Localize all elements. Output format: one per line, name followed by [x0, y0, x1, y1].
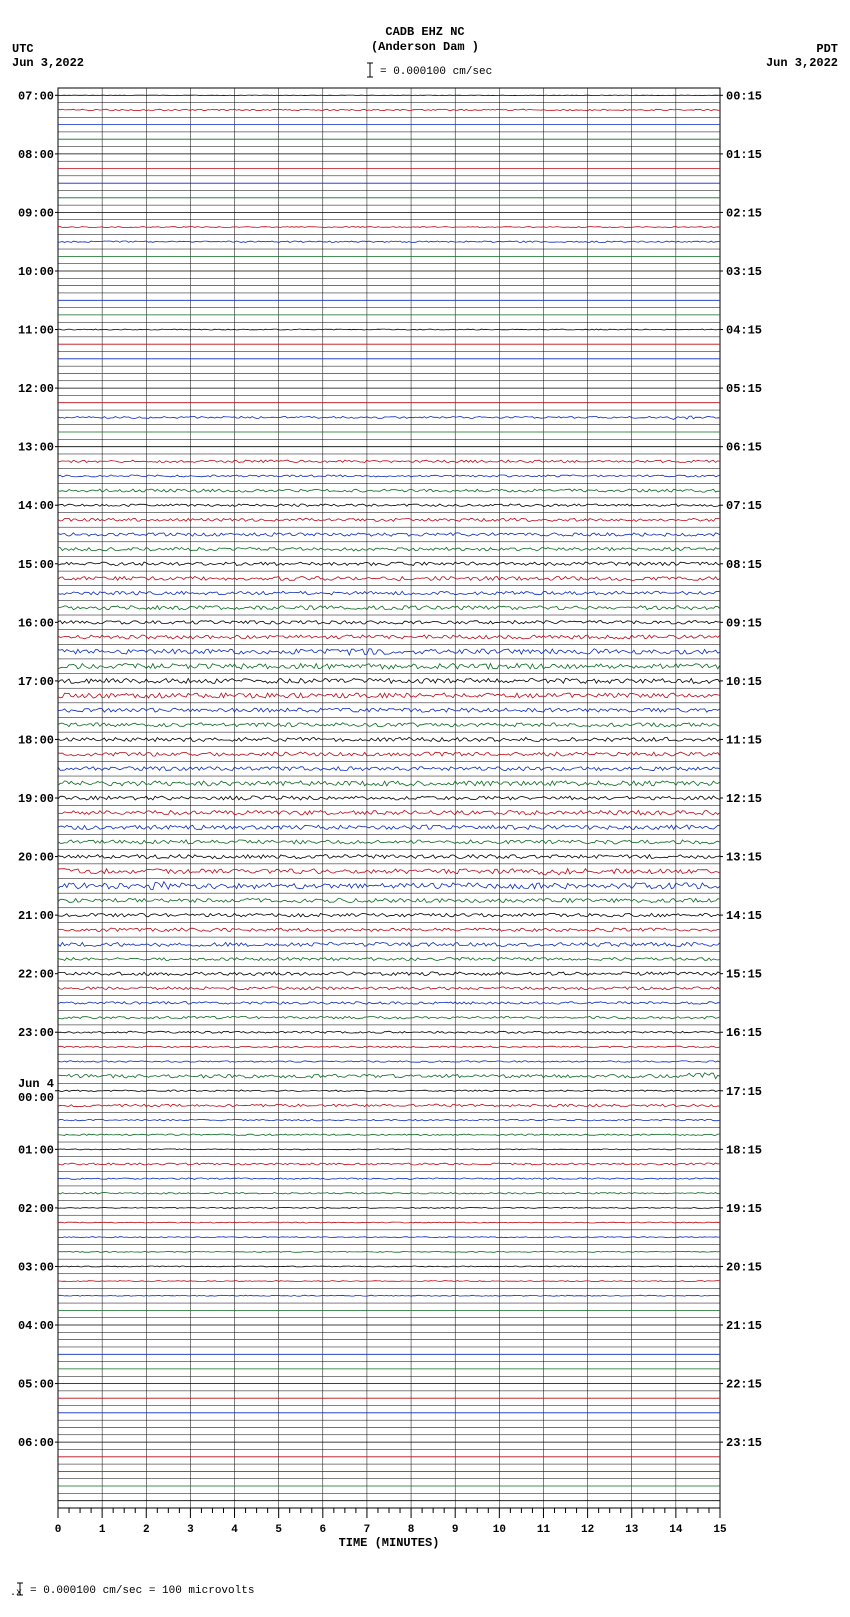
right-hour-label: 04:15: [726, 324, 762, 338]
x-tick-label: 8: [408, 1524, 415, 1536]
right-hour-label: 05:15: [726, 382, 762, 396]
left-hour-label: 02:00: [18, 1202, 54, 1216]
seismogram-container: CADB EHZ NC(Anderson Dam ) = 0.000100 cm/…: [0, 0, 850, 1617]
svg-text:.x: .x: [10, 1588, 22, 1599]
left-hour-label: 14:00: [18, 499, 54, 513]
left-hour-label: 18:00: [18, 733, 54, 747]
right-hour-label: 18:15: [726, 1143, 762, 1157]
right-tz: PDT: [816, 42, 838, 56]
x-tick-label: 15: [713, 1524, 727, 1536]
left-hour-label: 21:00: [18, 909, 54, 923]
x-tick-label: 4: [231, 1524, 238, 1536]
left-hour-label: 01:00: [18, 1143, 54, 1157]
left-tz: UTC: [12, 42, 34, 56]
left-hour-label: 16:00: [18, 616, 54, 630]
x-tick-label: 0: [55, 1524, 62, 1536]
right-hour-label: 23:15: [726, 1436, 762, 1450]
right-hour-label: 13:15: [726, 851, 762, 865]
left-date: Jun 3,2022: [12, 56, 84, 70]
x-axis-label: TIME (MINUTES): [339, 1536, 440, 1550]
x-tick-label: 2: [143, 1524, 150, 1536]
right-hour-label: 01:15: [726, 148, 762, 162]
right-hour-label: 03:15: [726, 265, 762, 279]
right-hour-label: 15:15: [726, 968, 762, 982]
left-hour-label: Jun 4: [18, 1077, 54, 1091]
left-hour-label: 08:00: [18, 148, 54, 162]
left-hour-label: 09:00: [18, 206, 54, 220]
right-hour-label: 06:15: [726, 441, 762, 455]
left-hour-label: 22:00: [18, 968, 54, 982]
x-tick-label: 7: [364, 1524, 371, 1536]
x-tick-label: 3: [187, 1524, 194, 1536]
right-hour-label: 21:15: [726, 1319, 762, 1333]
right-date: Jun 3,2022: [766, 56, 838, 70]
left-hour-label: 17:00: [18, 675, 54, 689]
x-tick-label: 14: [669, 1524, 683, 1536]
right-hour-label: 10:15: [726, 675, 762, 689]
x-tick-label: 13: [625, 1524, 639, 1536]
left-hour-label: 10:00: [18, 265, 54, 279]
x-tick-label: 1: [99, 1524, 106, 1536]
title-line2: (Anderson Dam ): [371, 40, 479, 54]
x-tick-label: 12: [581, 1524, 594, 1536]
x-tick-label: 10: [493, 1524, 506, 1536]
left-hour-label: 06:00: [18, 1436, 54, 1450]
left-hour-label: 13:00: [18, 441, 54, 455]
left-hour-label: 05:00: [18, 1378, 54, 1392]
left-hour-label: 20:00: [18, 851, 54, 865]
left-hour-label: 19:00: [18, 792, 54, 806]
scale-note: = 0.000100 cm/sec: [380, 66, 492, 78]
right-hour-label: 19:15: [726, 1202, 762, 1216]
right-hour-label: 02:15: [726, 206, 762, 220]
seismogram-svg: CADB EHZ NC(Anderson Dam ) = 0.000100 cm/…: [0, 0, 850, 1613]
right-hour-label: 07:15: [726, 499, 762, 513]
x-tick-label: 9: [452, 1524, 459, 1536]
x-tick-label: 6: [319, 1524, 326, 1536]
x-tick-label: 5: [275, 1524, 282, 1536]
right-hour-label: 00:15: [726, 89, 762, 103]
right-hour-label: 17:15: [726, 1085, 762, 1099]
title-line1: CADB EHZ NC: [385, 25, 464, 39]
left-hour-label: 00:00: [18, 1091, 54, 1105]
left-hour-label: 12:00: [18, 382, 54, 396]
left-hour-label: 15:00: [18, 558, 54, 572]
left-hour-label: 03:00: [18, 1260, 54, 1274]
right-hour-label: 11:15: [726, 733, 762, 747]
left-hour-label: 11:00: [18, 324, 54, 338]
right-hour-label: 12:15: [726, 792, 762, 806]
right-hour-label: 22:15: [726, 1378, 762, 1392]
left-hour-label: 04:00: [18, 1319, 54, 1333]
right-hour-label: 08:15: [726, 558, 762, 572]
x-tick-label: 11: [537, 1524, 551, 1536]
left-hour-label: 07:00: [18, 89, 54, 103]
right-hour-label: 20:15: [726, 1260, 762, 1274]
right-hour-label: 09:15: [726, 616, 762, 630]
right-hour-label: 16:15: [726, 1026, 762, 1040]
footer-scale: = 0.000100 cm/sec = 100 microvolts: [30, 1585, 254, 1597]
left-hour-label: 23:00: [18, 1026, 54, 1040]
right-hour-label: 14:15: [726, 909, 762, 923]
